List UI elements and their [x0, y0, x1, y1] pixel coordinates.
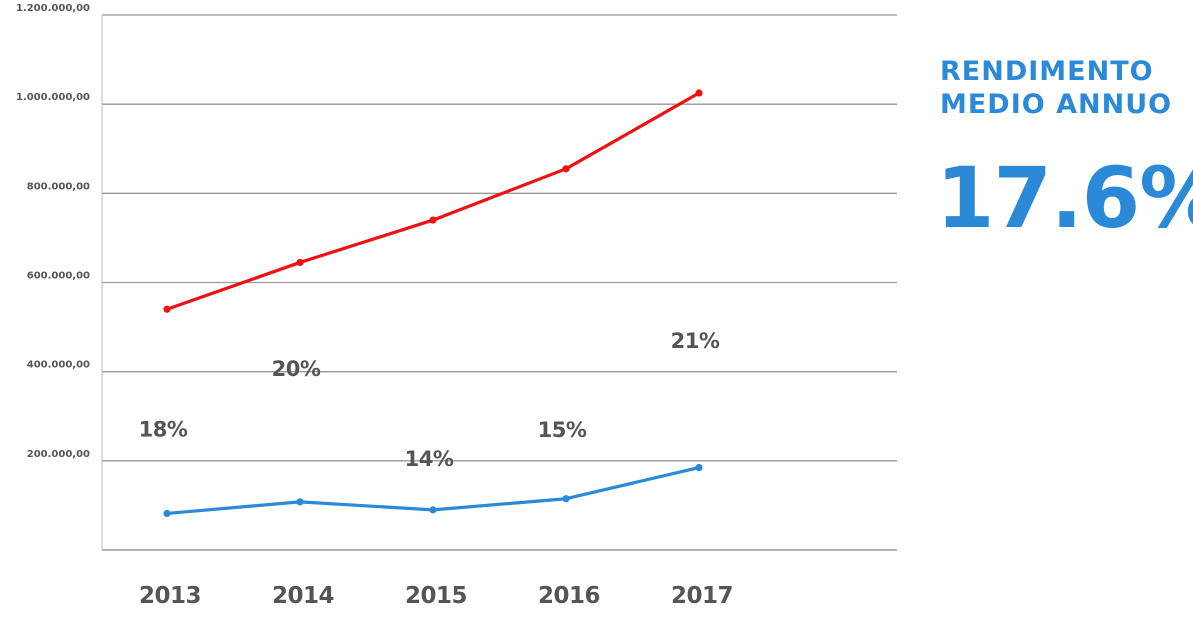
series-2-point — [562, 495, 570, 503]
series-1-point — [695, 89, 703, 97]
series-1-point — [429, 216, 437, 224]
y-tick-label: 1.000.000,00 — [16, 92, 90, 103]
growth-annotation: 15% — [538, 418, 587, 442]
y-tick-label: 800.000,00 — [27, 181, 90, 192]
series-2-point — [695, 463, 703, 472]
chart-grid — [102, 14, 897, 551]
average-return-title: RENDIMENTO MEDIO ANNUO — [940, 55, 1180, 121]
chart-series — [163, 89, 703, 518]
x-axis: 2013 2014 2015 2016 2017 — [139, 583, 734, 609]
growth-annotation: 21% — [671, 329, 720, 353]
y-tick-label: 400.000,00 — [27, 360, 90, 371]
y-axis: 200.000,00 400.000,00 600.000,00 800.000,00… — [16, 3, 103, 550]
series-line-1 — [165, 91, 701, 311]
x-tick-label: 2013 — [139, 583, 201, 609]
series-2-point — [429, 506, 437, 514]
y-tick-label: 200.000,00 — [27, 449, 90, 460]
x-tick-label: 2014 — [272, 583, 334, 609]
series-2-point — [163, 509, 171, 518]
growth-annotation: 20% — [272, 357, 321, 381]
x-tick-label: 2017 — [671, 583, 733, 609]
chart-annotations: 18% 20% 14% 15% 21% — [139, 329, 721, 471]
growth-annotation: 14% — [405, 447, 454, 471]
series-1-point — [562, 165, 570, 173]
growth-annotation: 18% — [139, 417, 188, 441]
x-tick-label: 2015 — [405, 583, 467, 609]
average-return-title-line1: RENDIMENTO — [940, 56, 1154, 87]
line-chart: 200.000,00 400.000,00 600.000,00 800.000,00… — [16, 3, 897, 609]
series-1-point — [163, 305, 171, 313]
y-tick-label: 600.000,00 — [27, 271, 90, 282]
series-1-point — [296, 258, 304, 267]
series-2-point — [296, 498, 304, 506]
average-return-value: 17.6% — [936, 149, 1193, 247]
average-return-title-line2: MEDIO ANNUO — [940, 89, 1173, 120]
x-tick-label: 2016 — [538, 583, 600, 609]
y-tick-label: 1.200.000,00 — [16, 3, 90, 14]
